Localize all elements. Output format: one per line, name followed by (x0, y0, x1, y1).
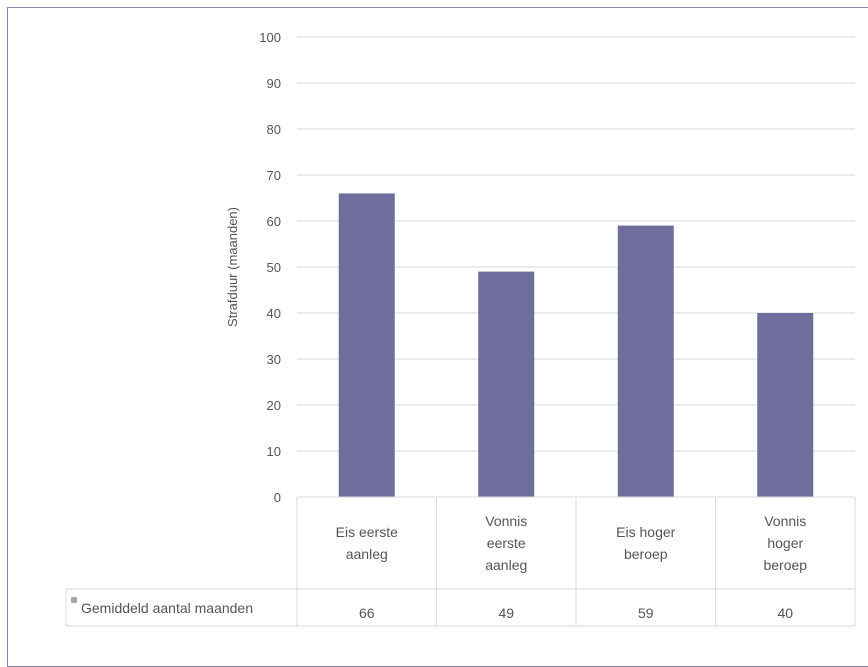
y-tick-label: 10 (267, 444, 281, 459)
value-label: 59 (638, 605, 654, 621)
category-label-line: aanleg (485, 557, 527, 573)
bars (338, 193, 814, 497)
value-label: 40 (777, 605, 793, 621)
category-label-line: eerste (487, 535, 526, 551)
bar (617, 225, 674, 497)
y-tick-label: 60 (267, 214, 281, 229)
y-tick-label: 40 (267, 306, 281, 321)
category-label-line: hoger (767, 535, 803, 551)
y-tick-label: 50 (267, 260, 281, 275)
bar-chart: 0 10 20 30 40 50 60 70 80 90 100 Strafduur (maande… (65, 30, 856, 627)
y-axis-label: Strafduur (maanden) (225, 207, 240, 327)
bar (478, 271, 535, 497)
data-table: Eis eerste aanleg Vonnis eerste aanleg Eis ho… (65, 496, 856, 627)
category-label-line: beroep (763, 557, 807, 573)
y-tick-label: 80 (267, 122, 281, 137)
category-label-line: Eis eerste (336, 524, 398, 540)
bar (338, 193, 395, 497)
category-label-line: Vonnis (764, 513, 806, 529)
category-label-line: Eis hoger (616, 524, 675, 540)
category-label-line: Vonnis (485, 513, 527, 529)
y-tick-label: 0 (274, 490, 281, 505)
y-tick-label: 90 (267, 76, 281, 91)
category-label-line: beroep (624, 546, 668, 562)
y-tick-label: 20 (267, 398, 281, 413)
value-label: 66 (359, 605, 375, 621)
category-label: Vonnis hoger beroep (763, 513, 807, 573)
y-tick-label: 70 (267, 168, 281, 183)
value-label: 49 (498, 605, 514, 621)
legend-key (71, 597, 77, 603)
category-label: Eis eerste aanleg (336, 524, 398, 562)
category-label-line: aanleg (346, 546, 388, 562)
y-tick-label: 100 (259, 30, 281, 45)
legend-series-name: Gemiddeld aantal maanden (81, 600, 253, 616)
category-label: Eis hoger beroep (616, 524, 675, 562)
category-label: Vonnis eerste aanleg (485, 513, 527, 573)
y-tick-label: 30 (267, 352, 281, 367)
y-axis-ticks: 0 10 20 30 40 50 60 70 80 90 100 (259, 30, 281, 505)
bar (757, 313, 814, 497)
